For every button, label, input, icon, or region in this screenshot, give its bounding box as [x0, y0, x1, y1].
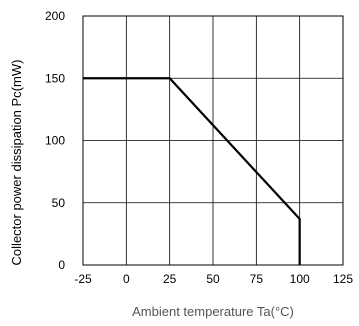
series-group [83, 77, 301, 265]
x-tick-label: 25 [163, 272, 177, 286]
plot-frame [82, 15, 344, 266]
y-tick-label: 200 [45, 9, 65, 23]
grid-lines [82, 15, 344, 266]
x-tick-labels: -25 0 25 50 75 100 125 [74, 272, 353, 286]
x-tick-label: 75 [250, 272, 264, 286]
series-line [83, 77, 301, 265]
y-tick-label: 100 [45, 134, 65, 148]
x-tick-label: 100 [290, 272, 310, 286]
x-axis-label: Ambient temperature Ta(°C) [132, 304, 294, 319]
y-axis-label: Collector power dissipation Pc(mW) [9, 60, 24, 266]
x-tick-label: 0 [123, 272, 130, 286]
y-tick-labels: 0 50 100 150 200 [45, 9, 65, 272]
y-tick-label: 0 [58, 258, 65, 272]
x-tick-label: -25 [74, 272, 92, 286]
x-tick-label: 125 [333, 272, 353, 286]
y-tick-label: 50 [52, 196, 66, 210]
y-tick-label: 150 [45, 71, 65, 85]
x-tick-label: 50 [206, 272, 220, 286]
